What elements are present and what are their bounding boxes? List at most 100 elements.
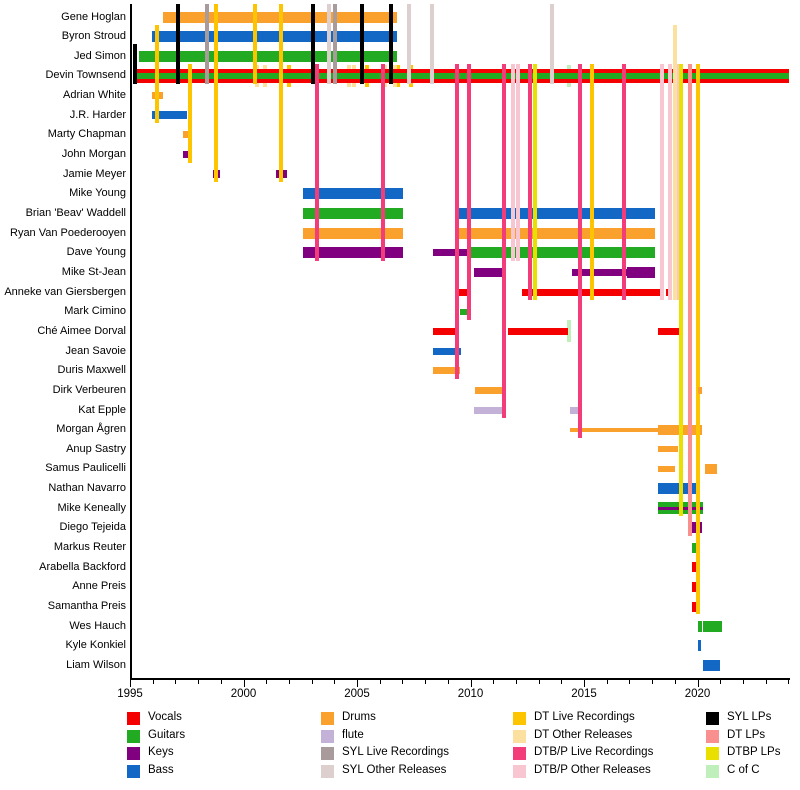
member-label: Marty Chapman: [47, 128, 126, 141]
release-line-dt_other: [672, 24, 677, 301]
legend-label: C of C: [727, 763, 760, 776]
timeline-bar-drums: [433, 367, 460, 375]
timeline-bar-drums: [658, 465, 675, 472]
legend-label: DTBP LPs: [727, 746, 781, 759]
x-axis-tick-label: 1995: [117, 688, 143, 700]
legend-label: DT LPs: [727, 728, 766, 741]
release-line-dt_live: [278, 4, 283, 183]
legend-swatch-dtbp_live: [513, 747, 526, 761]
timeline-bar-guitars: [468, 247, 656, 259]
x-axis-minor-tick: [515, 679, 517, 684]
legend-label: DTB/P Live Recordings: [534, 746, 654, 759]
timeline-bar-bass: [433, 347, 461, 355]
x-axis-minor-tick: [198, 679, 200, 684]
release-line-cofc: [567, 320, 572, 343]
timeline-bar-drums: [458, 227, 656, 239]
x-axis-minor-tick: [538, 679, 540, 684]
release-line-dtbp_other: [510, 63, 515, 261]
release-line-dtbp_lp: [678, 63, 683, 517]
x-axis-major-tick: [697, 679, 699, 687]
member-label: Arabella Backford: [39, 560, 126, 573]
vocals-stripe: [132, 78, 790, 83]
timeline-bar-keys: [626, 266, 656, 278]
member-label: Jed Simon: [74, 49, 126, 62]
timeline-bar-drums: [658, 446, 678, 453]
release-line-dt_live: [155, 24, 159, 124]
legend-label: DTB/P Other Releases: [534, 763, 651, 776]
legend-swatch-dt_other: [513, 729, 526, 743]
release-line-syl_other: [327, 4, 332, 84]
x-axis-major-tick: [243, 679, 245, 687]
release-line-syl_live: [332, 4, 337, 84]
timeline-bar-vocals: [691, 581, 697, 592]
x-axis-minor-tick: [266, 679, 268, 684]
legend-swatch-vocals: [127, 712, 140, 725]
release-line-dt_live: [589, 63, 594, 301]
legend-label: Drums: [342, 711, 376, 723]
member-label: Morgan Ågren: [56, 423, 126, 436]
x-axis-minor-tick: [425, 679, 427, 684]
release-line-syl_lp: [175, 4, 180, 84]
release-line-dt_live: [253, 4, 258, 84]
member-label: Mike Young: [69, 187, 126, 200]
member-label: Ché Aimee Dorval: [37, 324, 126, 337]
timeline-bar-vocals: [507, 327, 569, 335]
timeline-bar-flute: [473, 406, 503, 414]
timeline-bar-guitars: [691, 542, 697, 553]
x-axis-minor-tick: [788, 679, 790, 684]
timeline-bar-keys: [473, 267, 503, 277]
legend-label: DT Live Recordings: [534, 711, 635, 723]
legend-label: Guitars: [148, 728, 186, 741]
member-label: John Morgan: [61, 148, 126, 161]
x-axis-minor-tick: [379, 679, 381, 684]
x-axis-minor-tick: [606, 679, 608, 684]
x-axis-major-tick: [470, 679, 472, 687]
member-label: Anneke van Giersbergen: [4, 285, 126, 298]
timeline-bar-guitars: [703, 620, 722, 632]
timeline-bar-vocals-guitars: [132, 68, 790, 83]
release-line-dtbp_lp: [532, 63, 537, 301]
x-axis-minor-tick: [742, 679, 744, 684]
timeline-bar-vocals: [691, 601, 697, 612]
x-axis-minor-tick: [220, 679, 222, 684]
legend-swatch-flute: [321, 729, 334, 743]
x-axis-tick-label: 2015: [571, 688, 597, 700]
vocals-stripe: [132, 68, 790, 73]
x-axis-minor-tick: [288, 679, 290, 684]
member-label: Nathan Navarro: [48, 482, 126, 495]
timeline-bar-vocals: [458, 288, 471, 296]
member-label: Mike Keneally: [57, 501, 126, 514]
timeline-bar-guitars: [302, 208, 404, 219]
x-axis-minor-tick: [674, 679, 676, 684]
x-axis-major-tick: [130, 679, 131, 687]
member-label: Ryan Van Poederooyen: [10, 226, 126, 239]
release-line-dt_live: [214, 4, 219, 183]
x-axis-minor-tick: [175, 679, 177, 684]
x-axis-major-tick: [357, 679, 358, 687]
timeline-bar-keys: [433, 249, 468, 257]
x-axis-minor-tick: [765, 679, 767, 684]
member-label: Markus Reuter: [53, 541, 126, 554]
release-line-dtbp_live: [527, 63, 532, 301]
timeline-bar-bass: [697, 640, 701, 652]
legend-swatch-cofc: [706, 764, 719, 778]
release-line-syl_lp: [359, 4, 364, 84]
x-axis-minor-tick: [493, 679, 495, 684]
x-axis-minor-tick: [152, 679, 154, 684]
x-axis-tick-label: 2010: [457, 688, 484, 700]
timeline-bar-drums: [182, 131, 192, 139]
member-label: Samus Paulicelli: [45, 462, 126, 475]
release-line-dtbp_live: [502, 63, 507, 418]
timeline-bar-guitars: [697, 620, 702, 632]
release-line-dt_live: [695, 63, 700, 615]
release-line-dtbp_live: [621, 63, 626, 301]
legend-swatch-dtbp_other: [513, 764, 526, 778]
release-line-dt_live: [187, 63, 192, 163]
member-label: Liam Wilson: [66, 658, 126, 671]
timeline-bar-keys: [571, 268, 627, 276]
release-line-dtbp_live: [315, 63, 320, 261]
member-label: Byron Stroud: [61, 30, 126, 43]
timeline-bar-bass: [658, 483, 700, 495]
member-label: J.R. Harder: [69, 108, 126, 121]
